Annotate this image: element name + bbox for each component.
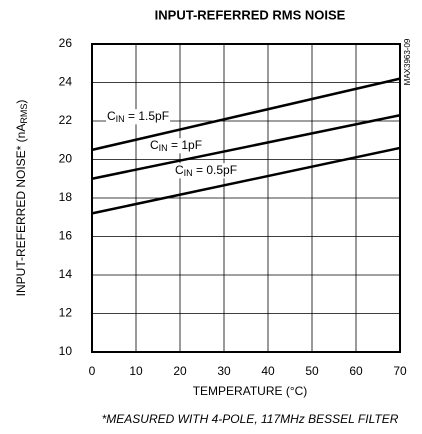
line-label-part: = 0.5pF [193, 163, 237, 177]
x-tick-label: 70 [393, 364, 407, 378]
y-axis-label-sub: RMS [19, 104, 29, 124]
line-label-bg [174, 163, 239, 179]
line-label: CIN = 1pF [150, 138, 202, 153]
y-tick-label: 14 [59, 267, 73, 281]
x-tick-label: 50 [305, 364, 319, 378]
x-axis-label: TEMPERATURE (°C) [193, 384, 308, 398]
x-tick-label: 20 [173, 364, 187, 378]
line-label-sub: IN [159, 143, 168, 153]
line-label: CIN = 0.5pF [175, 163, 237, 178]
y-tick-label: 12 [59, 306, 73, 320]
line-label-bg [106, 109, 171, 125]
line-label-sub: IN [116, 114, 125, 124]
line-label-part: = 1.5pF [125, 109, 169, 123]
y-tick-label: 24 [59, 75, 73, 89]
y-tick-label: 10 [59, 344, 73, 358]
line-label-part: = 1pF [168, 138, 202, 152]
line-label: CIN = 1.5pF [107, 109, 169, 124]
y-tick-label: 18 [59, 190, 73, 204]
line-label-bg [149, 138, 204, 154]
chart-title: INPUT-REFERRED RMS NOISE [155, 7, 346, 22]
line-label-part: C [107, 109, 116, 123]
line-label-part: C [150, 138, 159, 152]
line-label-sub: IN [184, 168, 193, 178]
watermark: MAX3963-09 [403, 38, 412, 85]
y-tick-label: 22 [59, 113, 73, 127]
y-tick-label: 20 [59, 152, 73, 166]
x-tick-label: 0 [89, 364, 96, 378]
data-line [91, 146, 401, 215]
y-axis-label: INPUT-REFERRED NOISE* (nARMS) [14, 100, 29, 297]
data-line [91, 77, 401, 152]
y-axis-label-part: INPUT-REFERRED NOISE* (nA [14, 124, 28, 297]
footnote: *MEASURED WITH 4-POLE, 117MHz BESSEL FIL… [102, 412, 399, 426]
x-tick-label: 10 [129, 364, 143, 378]
plot-frame [91, 43, 401, 353]
y-axis-label-part: ) [14, 100, 28, 104]
y-tick-label: 26 [59, 36, 73, 50]
x-tick-label: 30 [217, 364, 231, 378]
data-line [91, 114, 401, 180]
x-tick-label: 40 [261, 364, 275, 378]
line-label-part: C [175, 163, 184, 177]
x-tick-label: 60 [349, 364, 363, 378]
y-tick-label: 16 [59, 229, 73, 243]
